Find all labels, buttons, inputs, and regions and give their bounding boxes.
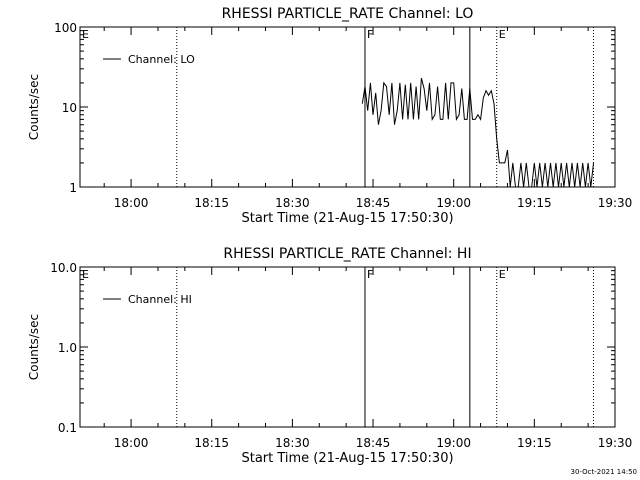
x-axis-label: Start Time (21-Aug-15 17:50:30) — [241, 451, 453, 466]
y-tick-label: 1 — [69, 181, 77, 195]
event-marker-label: E — [499, 268, 506, 281]
x-tick-label: 18:30 — [275, 436, 310, 450]
legend-label: Channel: LO — [128, 53, 195, 66]
x-tick-label: 18:15 — [194, 436, 229, 450]
x-tick-label: 18:00 — [114, 196, 149, 210]
y-axis-label: Counts/sec — [27, 74, 41, 140]
event-marker-label: F — [367, 28, 373, 41]
x-tick-label: 19:30 — [598, 436, 633, 450]
x-tick-label: 18:15 — [194, 196, 229, 210]
chart-title: RHESSI PARTICLE_RATE Channel: LO — [222, 6, 474, 22]
chart-title: RHESSI PARTICLE_RATE Channel: HI — [223, 246, 471, 262]
x-tick-label: 19:15 — [517, 436, 552, 450]
event-marker-label: E — [82, 28, 89, 41]
x-tick-label: 18:45 — [356, 196, 391, 210]
x-tick-label: 18:00 — [114, 436, 149, 450]
legend-label: Channel: HI — [128, 293, 192, 306]
event-marker-label: F — [367, 268, 373, 281]
y-tick-label: 10 — [62, 101, 77, 115]
y-tick-label: 100 — [54, 21, 77, 35]
y-axis-label: Counts/sec — [27, 314, 41, 380]
y-tick-label: 10.0 — [50, 261, 77, 275]
plot-frame — [79, 266, 616, 428]
series-line — [361, 77, 594, 188]
event-marker-label: E — [82, 268, 89, 281]
y-tick-label: 0.1 — [58, 421, 77, 435]
x-tick-label: 19:00 — [436, 196, 471, 210]
x-tick-label: 18:45 — [356, 436, 391, 450]
x-tick-label: 18:30 — [275, 196, 310, 210]
x-tick-label: 19:00 — [436, 436, 471, 450]
x-tick-label: 19:15 — [517, 196, 552, 210]
event-marker-label: E — [499, 28, 506, 41]
plot-timestamp: 30-Oct-2021 14:50 — [571, 468, 637, 476]
x-axis-label: Start Time (21-Aug-15 17:50:30) — [241, 211, 453, 226]
x-tick-label: 19:30 — [598, 196, 633, 210]
y-tick-label: 1.0 — [58, 341, 77, 355]
